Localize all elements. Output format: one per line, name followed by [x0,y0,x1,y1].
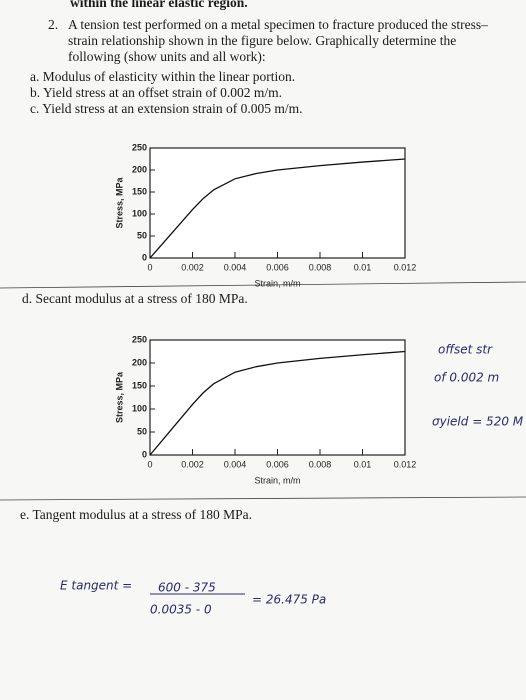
part-text: a. Modulus of elasticity within the line… [30,69,295,84]
x-tick-label: 0.006 [266,459,289,469]
handwriting: σyield = 520 M [432,415,524,429]
y-tick-label: 0 [142,252,147,262]
x-tick-label: 0.004 [224,459,247,469]
y-axis-label: Stress, MPa [114,371,124,423]
y-tick-label: 0 [142,449,147,459]
handwriting: 0.0035 - 0 [150,603,212,617]
part-text: c. Yield stress at an extension strain o… [30,101,302,116]
x-tick-label: 0.01 [354,459,372,469]
y-axis-label: Stress, MPa [114,176,124,228]
x-tick-label: 0.012 [394,459,417,469]
y-tick-label: 100 [132,403,147,413]
handwriting: 600 - 375 [158,581,216,595]
x-tick-label: 0 [147,262,152,272]
question-line: following (show units and all work): [68,49,266,64]
x-tick-label: 0.004 [224,262,247,272]
x-axis-label: Strain, m/m [254,475,300,485]
question-line: strain relationship shown in the figure … [68,33,456,48]
x-tick-label: 0.01 [354,262,372,272]
separator [0,281,526,289]
x-tick-label: 0.008 [309,262,332,272]
handwriting: E tangent = [60,579,132,593]
x-tick-label: 0.012 [394,262,417,272]
stress-strain-curve [149,350,406,456]
y-tick-label: 150 [132,186,147,196]
separator [0,496,526,501]
x-tick-label: 0 [147,459,152,469]
handwriting: of 0.002 m [434,371,499,385]
x-tick-label: 0.002 [181,262,204,272]
part-text: e. Tangent modulus at a stress of 180 MP… [20,507,252,522]
y-tick-label: 50 [137,230,147,240]
y-tick-label: 250 [132,334,147,344]
question-line: A tension test performed on a metal spec… [68,17,488,32]
handwriting: offset str [438,343,493,357]
y-tick-label: 200 [132,357,147,367]
x-tick-label: 0.008 [309,459,332,469]
part-text: d. Secant modulus at a stress of 180 MPa… [22,291,248,306]
y-tick-label: 250 [132,142,147,152]
x-axis-label: Strain, m/m [254,278,300,288]
y-tick-label: 150 [132,380,147,390]
y-tick-label: 100 [132,208,147,218]
x-tick-label: 0.002 [181,459,204,469]
y-tick-label: 200 [132,164,147,174]
header-text: within the linear elastic region. [70,0,248,10]
y-tick-label: 50 [137,426,147,436]
handwriting: = 26.475 Pa [252,593,326,607]
x-tick-label: 0.006 [266,262,289,272]
part-text: b. Yield stress at an offset strain of 0… [30,85,282,100]
question-number: 2. [48,17,58,32]
stress-strain-curve [149,158,406,259]
plot-area [149,339,406,456]
plot-area [149,147,406,259]
